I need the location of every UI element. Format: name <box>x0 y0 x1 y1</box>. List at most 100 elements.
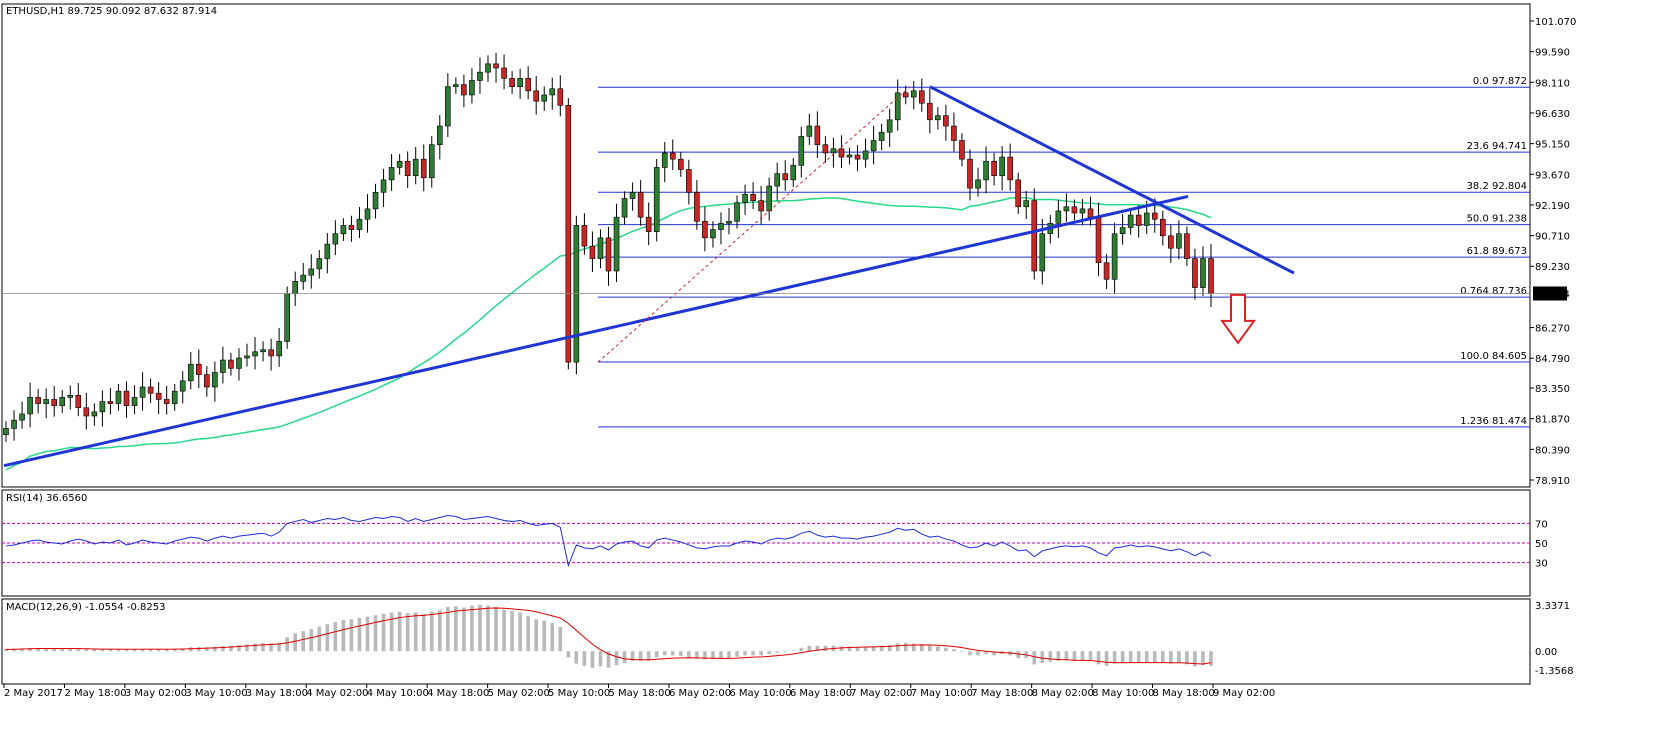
macd-histogram-bar <box>438 610 442 652</box>
candle-body <box>163 399 170 404</box>
candle-body <box>324 243 331 259</box>
macd-histogram-bar <box>542 620 547 652</box>
candle-body <box>766 185 772 212</box>
candle-body <box>605 237 612 272</box>
candle-body <box>1111 233 1118 280</box>
candle-body <box>19 413 25 421</box>
price-tick-label: 84.790 <box>1535 354 1570 365</box>
macd-histogram-bar <box>221 645 225 652</box>
candle-body <box>790 165 797 181</box>
candle-body <box>3 428 9 435</box>
macd-histogram-bar <box>662 651 667 656</box>
macd-histogram-bar <box>1104 651 1109 666</box>
time-tick-label: 9 May 02:00 <box>1213 688 1275 699</box>
candle-body <box>589 245 596 259</box>
macd-histogram-bar <box>1064 651 1069 661</box>
time-tick-label: 3 May 10:00 <box>185 688 247 699</box>
time-tick-label: 2 May 18:00 <box>64 688 126 699</box>
macd-histogram-bar <box>28 647 32 652</box>
time-tick-label: 7 May 02:00 <box>850 688 912 699</box>
macd-histogram-bar <box>550 622 555 652</box>
macd-histogram-bar <box>494 606 498 652</box>
candle-body <box>967 158 973 189</box>
macd-histogram-bar <box>164 649 169 652</box>
candle-body <box>147 386 154 394</box>
candle-body <box>187 363 194 382</box>
candle-body <box>115 390 122 404</box>
candle-body <box>677 158 684 170</box>
rsi-tick-label: 70 <box>1535 519 1548 530</box>
macd-histogram-bar <box>229 645 233 652</box>
candle-body <box>742 194 748 203</box>
time-tick-label: 5 May 02:00 <box>488 688 550 699</box>
macd-histogram-bar <box>976 651 980 656</box>
candle-body <box>910 90 917 98</box>
candle-body <box>1023 200 1030 208</box>
macd-histogram-bar <box>695 651 699 659</box>
macd-histogram-bar <box>213 646 217 652</box>
candle-body <box>782 173 789 181</box>
price-tick-label: 95.150 <box>1535 140 1570 151</box>
macd-histogram-bar <box>261 643 265 652</box>
resistance-trendline <box>929 85 1295 275</box>
macd-histogram-bar <box>389 612 394 652</box>
macd-panel: MACD(12,26,9) -1.0554 -0.8253 3.3371 0.00 -… <box>4 601 1574 677</box>
candle-body <box>870 140 877 152</box>
candle-body <box>927 102 933 121</box>
candle-body <box>236 357 242 369</box>
macd-histogram-bar <box>309 629 314 652</box>
current-price-label: 87.914 <box>1535 290 1570 301</box>
macd-histogram-bar <box>847 646 852 652</box>
macd-histogram-bar <box>84 649 89 652</box>
macd-histogram-bar <box>373 615 378 652</box>
candle-body <box>404 160 411 177</box>
candle-body <box>107 401 114 404</box>
time-tick-label: 7 May 10:00 <box>911 688 973 699</box>
macd-histogram-bar <box>446 606 450 652</box>
candle-body <box>734 202 740 222</box>
panel-frame-0 <box>1 3 1531 488</box>
time-tick-label: 4 May 02:00 <box>306 688 368 699</box>
fib-label-7: 1.236 81.474 <box>1460 416 1527 427</box>
macd-histogram-bar <box>911 643 916 652</box>
macd-histogram-bar <box>413 612 418 652</box>
macd-histogram-bar <box>405 613 410 652</box>
macd-histogram-bar <box>462 607 466 652</box>
candle-body <box>653 167 660 232</box>
macd-histogram-bar <box>100 649 105 652</box>
macd-histogram-bar <box>1136 651 1141 663</box>
candle-body <box>902 92 909 98</box>
macd-histogram-bar <box>1096 651 1101 665</box>
macd-histogram-bar <box>4 649 8 652</box>
candle-body <box>380 179 387 193</box>
macd-tick-label: -1.3568 <box>1535 666 1574 677</box>
macd-histogram-bar <box>349 619 354 652</box>
panel-frames <box>1 3 1531 685</box>
macd-histogram-bar <box>301 631 306 652</box>
macd-histogram-bar <box>1088 651 1093 661</box>
time-tick-label: 2 May 2017 <box>4 688 63 699</box>
candle-body <box>1063 206 1070 212</box>
macd-histogram-bar <box>1169 651 1173 664</box>
macd-histogram-bar <box>510 611 514 652</box>
candle-body <box>814 125 821 145</box>
candle-body <box>428 144 435 179</box>
candle-body <box>501 67 507 79</box>
macd-histogram-bar <box>920 644 924 652</box>
macd-histogram-bar <box>68 648 73 652</box>
macd-histogram-bar <box>1193 651 1197 667</box>
rsi-label: RSI(14) 36.6560 <box>6 493 87 504</box>
macd-histogram-bar <box>582 651 587 666</box>
price-tick-label: 93.670 <box>1535 170 1570 181</box>
macd-histogram-bar <box>365 616 370 652</box>
macd-histogram-bar <box>76 648 81 652</box>
candle-body <box>565 105 572 363</box>
macd-histogram-bar <box>1144 651 1149 663</box>
candle-body <box>412 158 419 177</box>
time-tick-label: 4 May 18:00 <box>427 688 489 699</box>
macd-histogram-bar <box>1209 651 1213 666</box>
macd-label: MACD(12,26,9) -1.0554 -0.8253 <box>6 602 166 613</box>
macd-histogram-bar <box>823 645 828 652</box>
